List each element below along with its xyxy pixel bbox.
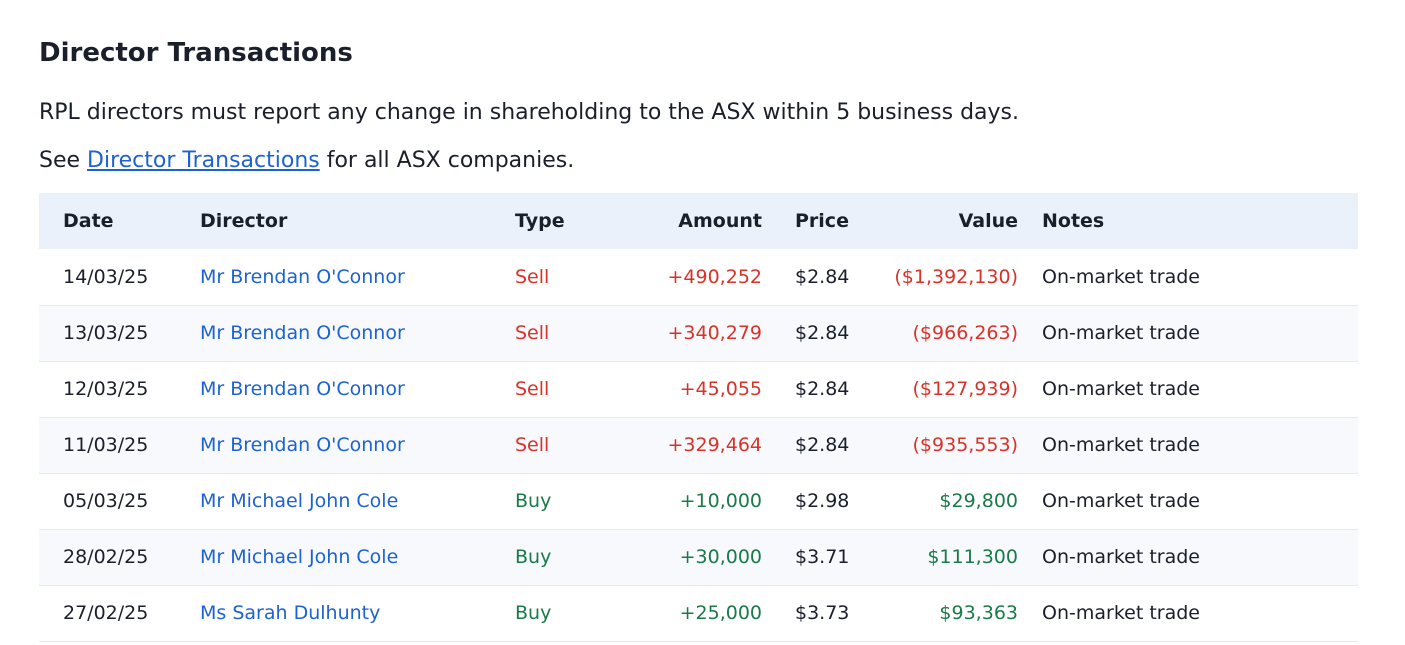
cell-type: Sell xyxy=(515,322,550,344)
table-row: 28/02/25 Mr Michael John Cole Buy +30,000 $3… xyxy=(39,529,1358,585)
cell-value: ($1,392,130) xyxy=(894,265,1018,288)
table-header-row: Date Director Type Amount Price Value No… xyxy=(39,193,1358,249)
cell-notes: On-market trade xyxy=(1042,434,1200,456)
cell-notes: On-market trade xyxy=(1042,265,1200,288)
see-suffix: for all ASX companies. xyxy=(319,148,575,173)
cell-type: Sell xyxy=(515,265,550,288)
column-header-amount[interactable]: Amount xyxy=(678,210,762,232)
table-row: 27/02/25 Ms Sarah Dulhunty Buy +25,000 $3.73… xyxy=(39,585,1358,641)
column-header-director[interactable]: Director xyxy=(200,210,288,232)
cell-date: 05/03/25 xyxy=(63,490,149,512)
cell-value: $29,800 xyxy=(939,490,1018,512)
director-transactions-link[interactable]: Director Transactions xyxy=(87,148,320,173)
table-row: 11/03/25 Mr Brendan O'Connor Sell +329,464 $… xyxy=(39,417,1358,473)
cell-value: ($966,263) xyxy=(912,322,1018,344)
cell-price: $2.98 xyxy=(795,490,850,512)
cell-value: ($127,939) xyxy=(912,378,1018,400)
cell-type: Buy xyxy=(515,602,552,624)
cell-amount: +490,252 xyxy=(667,265,763,288)
table-row: 13/03/25 Mr Brendan O'Connor Sell +340,279 $… xyxy=(39,305,1358,361)
cell-director-link[interactable]: Mr Brendan O'Connor xyxy=(200,378,405,400)
column-header-price[interactable]: Price xyxy=(795,210,849,232)
cell-value: $111,300 xyxy=(927,546,1018,568)
cell-price: $3.71 xyxy=(795,546,850,568)
cell-amount: +25,000 xyxy=(679,602,762,624)
cell-date: 28/02/25 xyxy=(63,546,149,568)
table-row: 05/03/25 Mr Michael John Cole Buy +10,000 $2… xyxy=(39,473,1358,529)
cell-price: $2.84 xyxy=(795,434,850,456)
cell-price: $2.84 xyxy=(795,322,850,344)
cell-notes: On-market trade xyxy=(1042,602,1200,624)
cell-amount: +45,055 xyxy=(679,378,762,400)
cell-director-link[interactable]: Mr Michael John Cole xyxy=(200,546,399,568)
cell-amount: +329,464 xyxy=(667,434,763,456)
column-header-value[interactable]: Value xyxy=(958,210,1018,232)
cell-type: Buy xyxy=(515,546,552,568)
cell-value: $93,363 xyxy=(939,602,1018,624)
cell-date: 11/03/25 xyxy=(63,434,149,456)
cell-type: Sell xyxy=(515,434,550,456)
cell-director-link[interactable]: Mr Brendan O'Connor xyxy=(200,434,405,456)
cell-price: $3.73 xyxy=(795,602,850,624)
cell-price: $2.84 xyxy=(795,265,850,288)
column-header-type[interactable]: Type xyxy=(515,210,565,232)
cell-price: $2.84 xyxy=(795,378,850,400)
cell-notes: On-market trade xyxy=(1042,378,1200,400)
cell-date: 14/03/25 xyxy=(63,265,149,288)
column-header-date[interactable]: Date xyxy=(63,210,114,232)
section-heading: Director Transactions xyxy=(39,38,353,68)
cell-type: Buy xyxy=(515,490,552,512)
cell-notes: On-market trade xyxy=(1042,322,1200,344)
see-all-line: See Director Transactions for all ASX co… xyxy=(39,146,574,176)
cell-amount: +30,000 xyxy=(679,546,762,568)
cell-director-link[interactable]: Mr Michael John Cole xyxy=(200,490,399,512)
cell-type: Sell xyxy=(515,378,550,400)
section-description: RPL directors must report any change in … xyxy=(39,100,1019,125)
cell-director-link[interactable]: Mr Brendan O'Connor xyxy=(200,322,405,344)
column-header-notes[interactable]: Notes xyxy=(1042,210,1105,232)
cell-notes: On-market trade xyxy=(1042,546,1200,568)
cell-date: 13/03/25 xyxy=(63,322,149,344)
cell-value: ($935,553) xyxy=(912,434,1018,456)
see-prefix: See xyxy=(39,148,88,173)
table-row: 14/03/25 Mr Brendan O'Connor Sell +490,252 $… xyxy=(39,249,1358,305)
table-row: 12/03/25 Mr Brendan O'Connor Sell +45,055 $2… xyxy=(39,361,1358,417)
cell-notes: On-market trade xyxy=(1042,490,1200,512)
cell-amount: +340,279 xyxy=(667,322,763,344)
cell-director-link[interactable]: Mr Brendan O'Connor xyxy=(200,265,405,288)
transactions-table: Date Director Type Amount Price Value No… xyxy=(39,193,1358,642)
cell-date: 27/02/25 xyxy=(63,602,149,624)
cell-amount: +10,000 xyxy=(679,490,762,512)
cell-director-link[interactable]: Ms Sarah Dulhunty xyxy=(200,602,381,624)
cell-date: 12/03/25 xyxy=(63,378,149,400)
